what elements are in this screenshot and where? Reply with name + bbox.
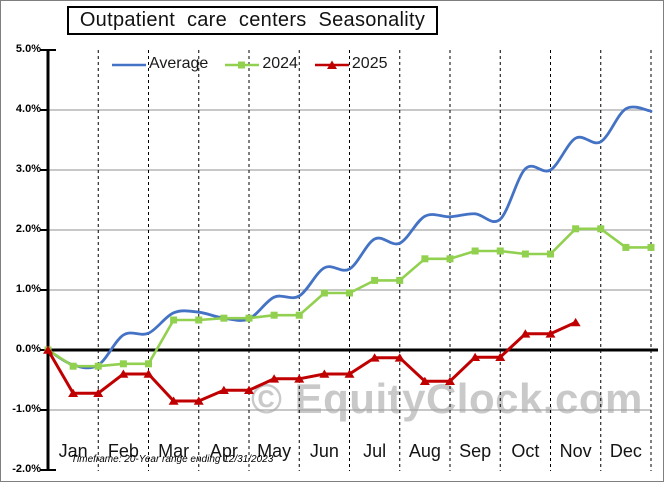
x-tick-label: Dec <box>609 441 642 461</box>
y-tick-label: 0.0% <box>15 343 41 355</box>
y-tick-label: -2.0% <box>12 463 41 475</box>
x-tick-label: Apr <box>209 441 238 461</box>
legend-swatch-2024-square-icon <box>225 61 260 69</box>
legend-label-2024: 2024 <box>262 55 298 72</box>
y-tick-label: 4.0% <box>15 103 41 115</box>
x-tick-label: Aug <box>408 441 441 461</box>
legend-item-2024: 2024 <box>224 55 298 73</box>
x-tick-label: May <box>257 441 292 461</box>
chart-title: Outpatient care centers Seasonality <box>79 9 426 31</box>
y-tick-label: -1.0% <box>12 403 41 415</box>
legend-label-average: Average <box>149 55 209 72</box>
legend-swatch-average-line-icon <box>112 63 146 67</box>
legend-swatch-2025-triangle-icon <box>314 60 349 69</box>
x-tick-label: Mar <box>158 441 190 461</box>
legend-item-2025: 2025 <box>314 55 388 73</box>
legend: Average 2024 2025 <box>111 54 388 74</box>
x-tick-label: Oct <box>511 441 540 461</box>
timeframe-footnote: Timeframe: 20-Year range ending 12/31/20… <box>71 454 274 465</box>
x-tick-label: Jul <box>363 441 387 461</box>
legend-item-average: Average <box>111 55 208 73</box>
y-tick-label: 2.0% <box>15 223 41 235</box>
x-tick-label: Jun <box>309 441 339 461</box>
legend-label-2025: 2025 <box>351 55 388 72</box>
x-tick-label: Feb <box>107 441 139 461</box>
x-tick-label: Nov <box>559 441 592 461</box>
y-tick-label: 3.0% <box>15 163 41 175</box>
y-tick-label: 5.0% <box>15 43 41 55</box>
chart-title-box: Outpatient care centers Seasonality <box>67 6 438 35</box>
x-tick-label: Sep <box>459 441 492 461</box>
x-tick-label: Jan <box>58 441 88 461</box>
y-tick-label: 1.0% <box>15 283 41 295</box>
